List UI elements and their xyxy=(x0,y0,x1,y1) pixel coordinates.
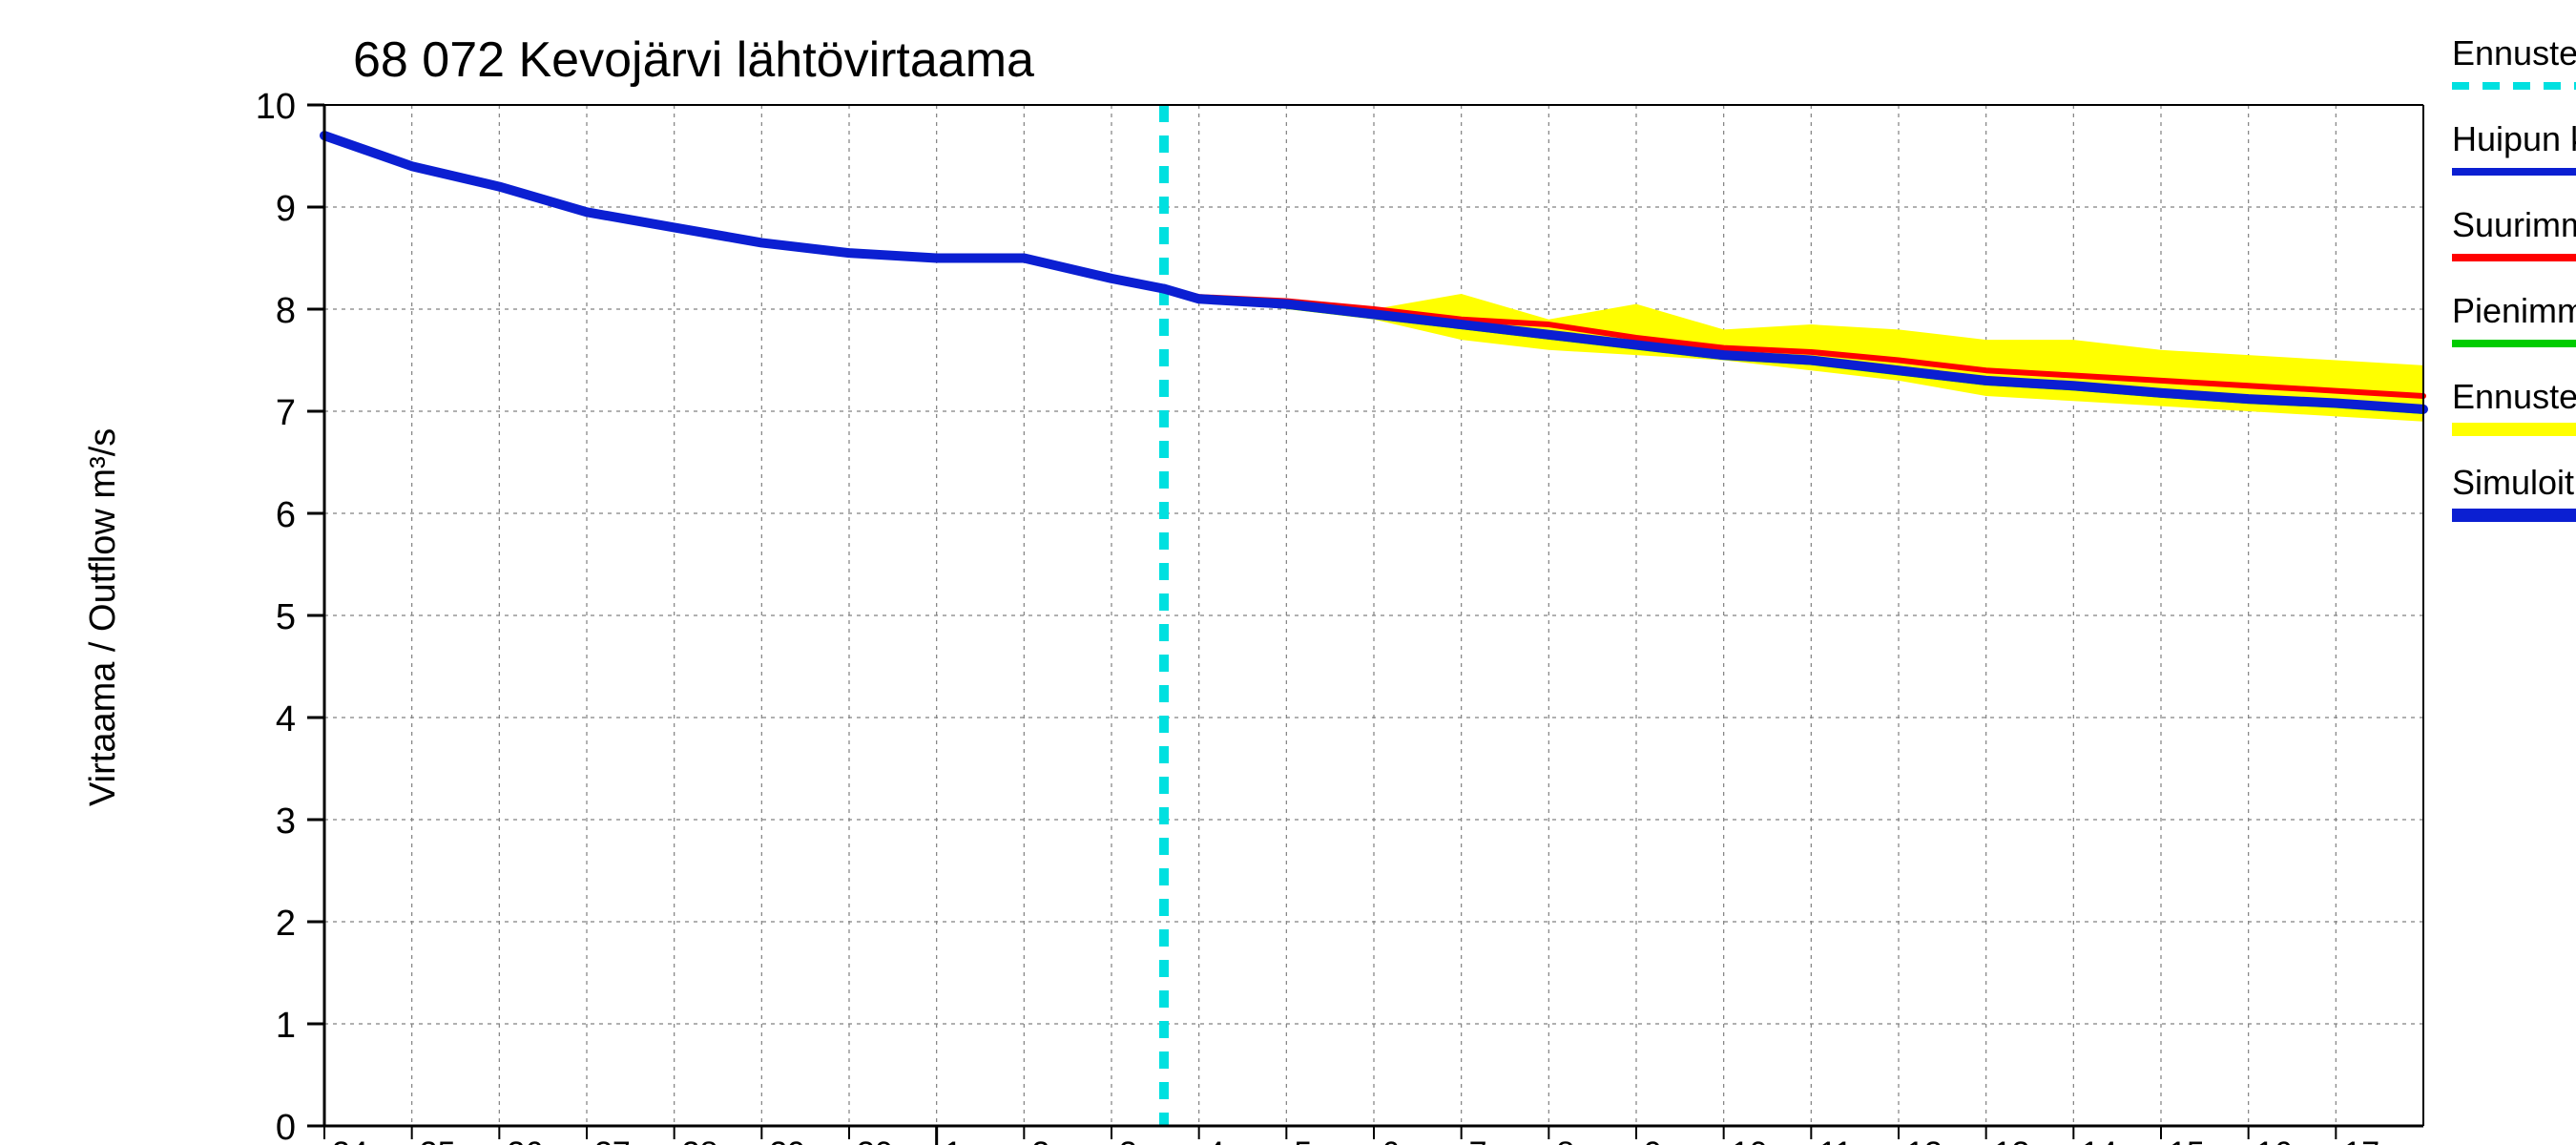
y-tick-label: 10 xyxy=(256,87,296,127)
y-tick-label: 0 xyxy=(276,1108,296,1145)
x-tick-label: 13 xyxy=(1994,1135,2030,1145)
x-tick-label: 15 xyxy=(2169,1135,2205,1145)
y-tick-label: 3 xyxy=(276,802,296,842)
x-tick-label: 11 xyxy=(1818,1135,1852,1145)
y-tick-label: 1 xyxy=(276,1006,296,1046)
y-tick-label: 7 xyxy=(276,393,296,433)
legend-label: Pienimmän huipun ennuste xyxy=(2452,291,2576,330)
x-tick-label: 28 xyxy=(682,1135,718,1145)
x-tick-label: 25 xyxy=(420,1135,456,1145)
x-tick-label: 4 xyxy=(1207,1135,1225,1145)
chart-title: 68 072 Kevojärvi lähtövirtaama xyxy=(353,32,1034,88)
x-tick-label: 30 xyxy=(857,1135,893,1145)
y-tick-label: 5 xyxy=(276,597,296,637)
x-tick-label: 10 xyxy=(1732,1135,1768,1145)
x-tick-label: 29 xyxy=(769,1135,805,1145)
y-tick-label: 4 xyxy=(276,699,296,739)
legend-label: Huipun keskiennuste xyxy=(2452,119,2576,158)
history-line xyxy=(324,135,1164,289)
x-tick-label: 2 xyxy=(1031,1135,1049,1145)
legend-label: Ennusteen vaihteluväli xyxy=(2452,377,2576,416)
x-tick-label: 3 xyxy=(1119,1135,1137,1145)
legend-label: Suurimman huipun ennuste xyxy=(2452,205,2576,244)
y-axis-label: Virtaama / Outflow m³/s xyxy=(83,428,123,806)
x-tick-label: 24 xyxy=(332,1135,368,1145)
x-tick-label: 6 xyxy=(1381,1135,1400,1145)
y-tick-label: 6 xyxy=(276,495,296,535)
y-tick-label: 2 xyxy=(276,904,296,944)
x-tick-label: 12 xyxy=(1906,1135,1942,1145)
legend-label: Ennusteen alku xyxy=(2452,33,2576,73)
x-tick-label: 16 xyxy=(2256,1135,2293,1145)
x-tick-label: 14 xyxy=(2081,1135,2117,1145)
x-tick-label: 27 xyxy=(594,1135,631,1145)
outflow-chart: 0123456789102425262728293012345678910111… xyxy=(0,0,2576,1145)
x-tick-label: 1 xyxy=(945,1135,963,1145)
y-tick-label: 8 xyxy=(276,291,296,331)
x-tick-label: 7 xyxy=(1469,1135,1487,1145)
x-tick-label: 9 xyxy=(1644,1135,1662,1145)
x-tick-label: 26 xyxy=(507,1135,543,1145)
legend-label: Simuloitu historia xyxy=(2452,463,2576,502)
chart-svg: 0123456789102425262728293012345678910111… xyxy=(0,0,2576,1145)
x-tick-label: 8 xyxy=(1556,1135,1574,1145)
x-tick-label: 5 xyxy=(1294,1135,1312,1145)
x-tick-label: 17 xyxy=(2343,1135,2379,1145)
y-tick-label: 9 xyxy=(276,189,296,229)
